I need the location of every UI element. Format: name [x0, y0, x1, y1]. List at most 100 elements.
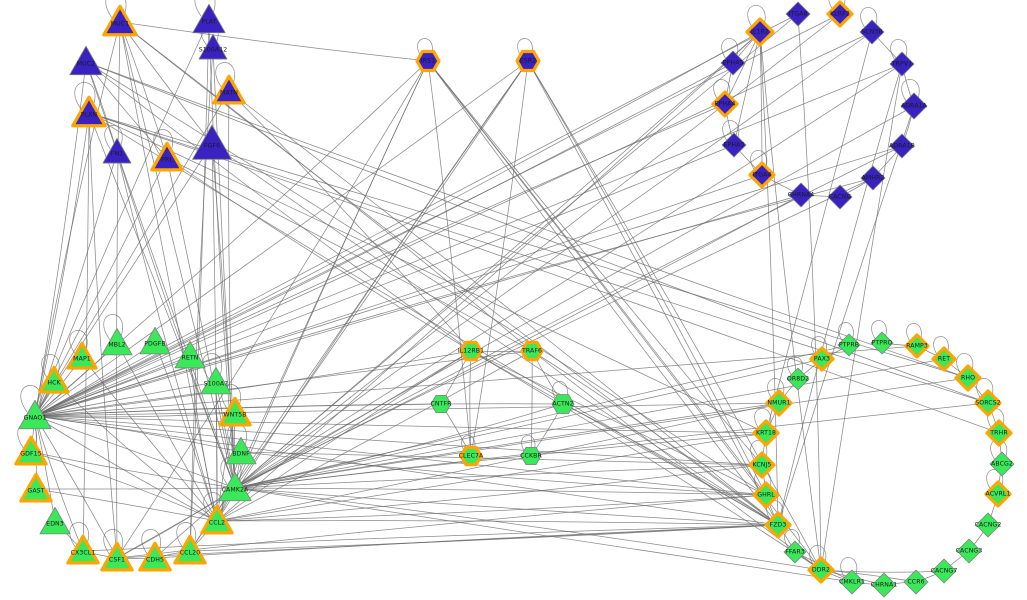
- graph-node[interactable]: [871, 572, 897, 598]
- node-shape-diamond[interactable]: [745, 17, 775, 47]
- node-shape-diamond[interactable]: [985, 419, 1013, 447]
- graph-node[interactable]: [786, 367, 810, 391]
- node-shape-triangle[interactable]: [100, 541, 134, 572]
- graph-node[interactable]: [66, 341, 98, 370]
- node-shape-triangle[interactable]: [192, 124, 232, 160]
- graph-node[interactable]: [19, 472, 53, 503]
- node-shape-diamond[interactable]: [764, 511, 792, 539]
- graph-node[interactable]: [752, 481, 780, 509]
- graph-node[interactable]: [138, 541, 172, 572]
- node-shape-diamond[interactable]: [827, 184, 853, 210]
- graph-node[interactable]: [839, 569, 865, 595]
- graph-node[interactable]: [459, 445, 483, 467]
- node-shape-diamond[interactable]: [807, 556, 835, 584]
- graph-node[interactable]: [721, 132, 747, 158]
- node-shape-diamond[interactable]: [974, 389, 1002, 417]
- node-shape-triangle[interactable]: [200, 504, 234, 535]
- graph-node[interactable]: [711, 90, 739, 118]
- node-shape-diamond[interactable]: [860, 165, 886, 191]
- node-shape-triangle[interactable]: [18, 399, 52, 430]
- graph-node[interactable]: [748, 451, 776, 479]
- graph-node[interactable]: [459, 340, 483, 362]
- node-shape-triangle[interactable]: [66, 534, 100, 565]
- graph-node[interactable]: [765, 389, 793, 417]
- node-shape-triangle[interactable]: [200, 366, 232, 395]
- node-shape-diamond[interactable]: [871, 572, 897, 598]
- graph-node[interactable]: [889, 51, 915, 77]
- node-shape-diamond[interactable]: [889, 133, 915, 159]
- graph-node[interactable]: [989, 451, 1015, 477]
- node-shape-diamond[interactable]: [839, 569, 865, 595]
- node-shape-diamond[interactable]: [954, 364, 982, 392]
- node-shape-triangle[interactable]: [212, 74, 246, 105]
- graph-node[interactable]: [174, 340, 206, 369]
- node-shape-diamond[interactable]: [859, 19, 885, 45]
- graph-node[interactable]: [212, 74, 246, 105]
- node-shape-hexagon[interactable]: [459, 445, 483, 467]
- node-shape-triangle[interactable]: [102, 4, 138, 37]
- graph-node[interactable]: [752, 419, 780, 447]
- graph-node[interactable]: [860, 165, 886, 191]
- graph-node[interactable]: [200, 366, 232, 395]
- graph-node[interactable]: [903, 569, 929, 595]
- graph-node[interactable]: [39, 506, 71, 535]
- graph-node[interactable]: [515, 49, 541, 73]
- node-shape-triangle[interactable]: [101, 327, 133, 356]
- node-shape-triangle[interactable]: [39, 506, 71, 535]
- graph-node[interactable]: [785, 1, 811, 27]
- graph-node[interactable]: [192, 3, 226, 34]
- graph-node[interactable]: [954, 364, 982, 392]
- node-shape-triangle[interactable]: [139, 326, 171, 355]
- node-shape-diamond[interactable]: [748, 161, 776, 189]
- node-shape-diamond[interactable]: [752, 419, 780, 447]
- node-layer[interactable]: [14, 0, 1015, 598]
- node-shape-triangle[interactable]: [192, 3, 226, 34]
- node-shape-diamond[interactable]: [837, 333, 861, 357]
- graph-node[interactable]: [198, 33, 228, 60]
- graph-node[interactable]: [218, 396, 252, 427]
- node-shape-diamond[interactable]: [711, 90, 739, 118]
- graph-node[interactable]: [430, 394, 452, 414]
- node-shape-diamond[interactable]: [826, 0, 854, 28]
- graph-node[interactable]: [826, 0, 854, 28]
- node-shape-diamond[interactable]: [903, 569, 929, 595]
- node-shape-triangle[interactable]: [150, 141, 184, 172]
- node-shape-diamond[interactable]: [870, 331, 894, 355]
- graph-node[interactable]: [14, 435, 48, 466]
- graph-node[interactable]: [827, 184, 853, 210]
- node-shape-diamond[interactable]: [788, 182, 814, 208]
- node-shape-triangle[interactable]: [138, 541, 172, 572]
- graph-node[interactable]: [889, 133, 915, 159]
- graph-node[interactable]: [984, 480, 1012, 508]
- node-shape-diamond[interactable]: [956, 538, 982, 564]
- graph-node[interactable]: [956, 538, 982, 564]
- graph-node[interactable]: [173, 534, 207, 565]
- graph-node[interactable]: [870, 331, 894, 355]
- node-shape-triangle[interactable]: [218, 396, 252, 427]
- graph-node[interactable]: [102, 137, 132, 164]
- node-shape-triangle[interactable]: [71, 95, 107, 128]
- node-shape-triangle[interactable]: [198, 33, 228, 60]
- graph-node[interactable]: [139, 326, 171, 355]
- node-shape-diamond[interactable]: [931, 558, 957, 584]
- node-shape-diamond[interactable]: [931, 346, 957, 372]
- node-shape-triangle[interactable]: [173, 534, 207, 565]
- node-shape-diamond[interactable]: [989, 451, 1015, 477]
- node-shape-hexagon[interactable]: [520, 446, 542, 466]
- node-shape-diamond[interactable]: [889, 51, 915, 77]
- graph-node[interactable]: [931, 558, 957, 584]
- node-shape-triangle[interactable]: [69, 45, 103, 76]
- graph-node[interactable]: [975, 512, 1001, 538]
- node-shape-hexagon[interactable]: [515, 49, 541, 73]
- node-shape-diamond[interactable]: [809, 346, 835, 372]
- node-shape-hexagon[interactable]: [551, 394, 575, 414]
- node-shape-diamond[interactable]: [904, 333, 930, 359]
- graph-node[interactable]: [18, 399, 52, 430]
- graph-node[interactable]: [69, 45, 103, 76]
- node-shape-diamond[interactable]: [765, 389, 793, 417]
- node-shape-diamond[interactable]: [748, 451, 776, 479]
- node-shape-diamond[interactable]: [752, 481, 780, 509]
- graph-node[interactable]: [71, 95, 107, 128]
- graph-node[interactable]: [415, 49, 441, 73]
